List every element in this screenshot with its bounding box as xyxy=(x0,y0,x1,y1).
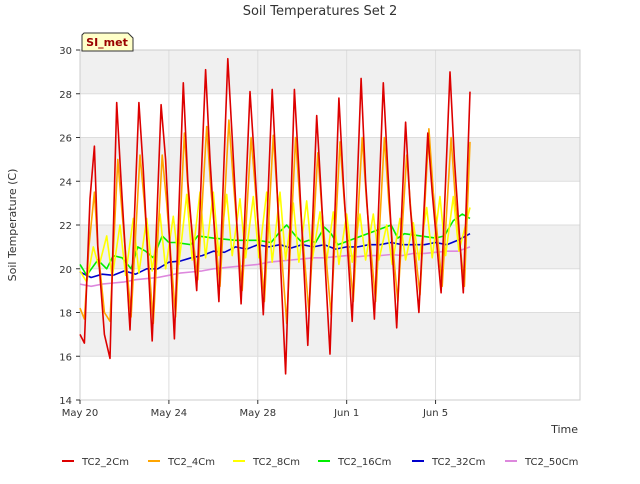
legend-label: TC2_16Cm xyxy=(337,457,391,468)
site-badge-label: SI_met xyxy=(86,36,128,49)
series-line-tc2-2cm xyxy=(79,57,471,375)
plot-band xyxy=(80,93,580,138)
legend-label: TC2_32Cm xyxy=(431,457,485,468)
chart-title: Soil Temperatures Set 2 xyxy=(243,4,398,19)
plot-band xyxy=(80,137,580,182)
x-tick-label: Jun 1 xyxy=(333,408,359,419)
y-tick-label: 20 xyxy=(59,265,72,276)
legend-item: TC2_50Cm xyxy=(505,457,578,468)
x-axis-label: Time xyxy=(550,423,578,436)
legend-item: TC2_32Cm xyxy=(412,457,485,468)
x-tick-label: May 24 xyxy=(151,408,188,419)
legend-item: TC2_8Cm xyxy=(233,457,300,468)
series-lines xyxy=(79,57,471,375)
series-line-tc2-16cm xyxy=(79,213,471,277)
y-tick-label: 22 xyxy=(59,221,72,232)
x-axis: May 20 May 24 May 28 Jun 1 Jun 5 xyxy=(62,400,448,419)
plot-band xyxy=(80,50,580,94)
plot-band xyxy=(80,181,580,225)
y-tick-label: 26 xyxy=(59,134,72,145)
x-tick-label: May 28 xyxy=(239,408,276,419)
y-tick-label: 24 xyxy=(59,177,72,188)
site-badge-box xyxy=(81,32,134,52)
y-tick-label: 18 xyxy=(59,309,72,320)
y-tick-label: 14 xyxy=(59,396,72,407)
y-tick-label: 16 xyxy=(59,352,72,363)
y-axis-label: Soil Temperature (C) xyxy=(6,169,19,282)
plot-band xyxy=(80,356,580,400)
legend-item: TC2_2Cm xyxy=(62,457,129,468)
legend: TC2_2Cm TC2_4Cm TC2_8Cm TC2_16Cm TC2_32Cm TC2… xyxy=(62,457,578,468)
y-tick-label: 30 xyxy=(59,46,72,57)
x-tick-label: May 20 xyxy=(62,408,99,419)
x-tick-label: Jun 5 xyxy=(422,408,448,419)
legend-item: TC2_16Cm xyxy=(318,457,391,468)
y-axis: 14 16 18 20 22 24 26 28 30 xyxy=(59,46,80,407)
legend-label: TC2_4Cm xyxy=(167,457,215,468)
series-line-tc2-4cm xyxy=(79,119,471,325)
legend-label: TC2_2Cm xyxy=(81,457,129,468)
legend-label: TC2_50Cm xyxy=(524,457,578,468)
legend-label: TC2_8Cm xyxy=(252,457,300,468)
legend-item: TC2_4Cm xyxy=(148,457,215,468)
series-line-tc2-50cm xyxy=(79,246,471,288)
y-tick-label: 28 xyxy=(59,90,72,101)
site-badge: SI_met xyxy=(81,32,134,52)
